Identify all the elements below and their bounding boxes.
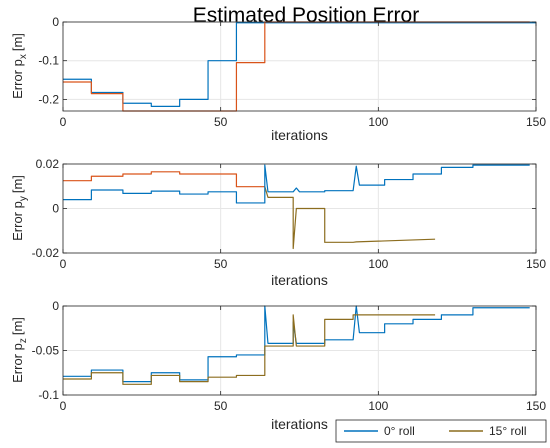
y-axis-label-unit: [m] <box>10 175 25 193</box>
y-tick-label: -0.2 <box>38 92 59 106</box>
y-tick-label: -0.05 <box>32 344 60 358</box>
y-tick-label: -0.02 <box>32 246 60 260</box>
legend-label-1: 0° roll <box>384 424 415 438</box>
y-axis-label: Error pz [m] <box>10 317 29 383</box>
y-axis-label-unit: [m] <box>10 317 25 335</box>
chart-title: Estimated Position Error <box>193 4 419 27</box>
y-tick-label: 0 <box>52 202 59 216</box>
x-tick-label: 150 <box>526 257 546 271</box>
x-tick-label: 150 <box>526 115 546 129</box>
plot-area <box>63 22 536 111</box>
y-axis-label-main: Error p <box>10 343 25 383</box>
y-tick-label: 0 <box>52 299 59 313</box>
x-tick-label: 100 <box>368 399 388 413</box>
x-tick-label: 50 <box>214 399 228 413</box>
x-tick-label: 100 <box>368 115 388 129</box>
y-tick-label: 0.02 <box>36 157 60 171</box>
y-axis-label-subscript: z <box>18 338 29 343</box>
legend-label-2: 15° roll <box>489 424 526 438</box>
panel-1: 0 50 100 150 0 -0.1 -0.2 iterations Error px [m] <box>10 15 546 143</box>
series-line-1 <box>63 171 265 188</box>
x-tick-label: 0 <box>60 257 67 271</box>
y-axis-label-subscript: y <box>18 196 29 201</box>
y-axis-label-subscript: x <box>18 54 29 59</box>
y-tick-label: -0.1 <box>38 54 59 68</box>
y-tick-label: -0.1 <box>38 388 59 402</box>
panel-3: 0 50 100 150 0 -0.05 -0.1 iterations Error pz [m] <box>10 299 546 432</box>
legend: 0° roll 15° roll <box>335 419 547 443</box>
series-line-2 <box>63 314 436 385</box>
y-axis-label-main: Error p <box>10 201 25 241</box>
x-axis-label: iterations <box>271 127 328 143</box>
x-tick-label: 50 <box>214 257 228 271</box>
y-axis-label-unit: [m] <box>10 33 25 51</box>
x-tick-label: 100 <box>368 257 388 271</box>
legend-box <box>335 419 547 443</box>
x-axis-label: iterations <box>271 272 328 288</box>
x-tick-label: 0 <box>60 115 67 129</box>
x-tick-label: 50 <box>214 115 228 129</box>
x-tick-label: 0 <box>60 399 67 413</box>
y-axis-label-main: Error p <box>10 59 25 99</box>
series-line-1 <box>63 22 536 107</box>
y-axis-label: Error px [m] <box>10 33 29 99</box>
series-line-3 <box>63 164 530 204</box>
x-axis-label: iterations <box>271 416 328 432</box>
y-tick-label: 0 <box>52 15 59 29</box>
axes-box <box>62 21 537 112</box>
x-tick-label: 150 <box>526 399 546 413</box>
y-axis-label: Error py [m] <box>10 175 29 241</box>
series-line-2 <box>264 186 436 250</box>
